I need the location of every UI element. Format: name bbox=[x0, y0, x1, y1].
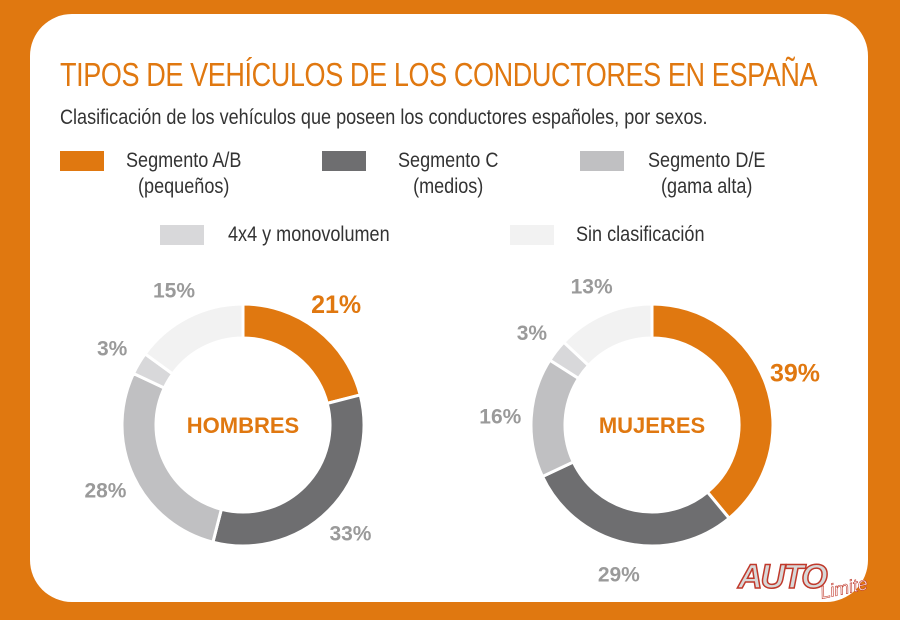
legend-item-4x4: 4x4 y monovolumen bbox=[160, 222, 416, 248]
data-label: 16% bbox=[479, 405, 521, 428]
data-label: 21% bbox=[311, 291, 361, 319]
legend-item-de: Segmento D/E (gama alta) bbox=[580, 148, 785, 200]
data-label: 15% bbox=[153, 280, 195, 303]
donut-segment bbox=[561, 302, 654, 368]
data-label: 33% bbox=[329, 522, 371, 545]
legend-swatch bbox=[322, 151, 366, 171]
legend-swatch bbox=[510, 225, 554, 245]
data-label: 39% bbox=[770, 360, 820, 388]
subtitle: Clasificación de los vehículos que posee… bbox=[60, 106, 708, 129]
legend-label: Segmento D/E (gama alta) bbox=[648, 149, 766, 198]
data-label: 3% bbox=[97, 338, 128, 361]
data-label: 13% bbox=[571, 276, 613, 299]
legend-label: 4x4 y monovolumen bbox=[228, 223, 390, 246]
legend-label: Sin clasificación bbox=[576, 223, 705, 246]
donut-segment bbox=[540, 460, 732, 548]
data-label: 3% bbox=[517, 322, 548, 345]
legend-item-sin: Sin clasificación bbox=[510, 222, 725, 248]
autolimite-logo: AUTO bbox=[737, 557, 828, 597]
legend-item-c: Segmento C (medios) bbox=[322, 148, 515, 200]
page-title: TIPOS DE VEHÍCULOS DE LOS CONDUCTORES EN… bbox=[60, 56, 818, 93]
legend-swatch bbox=[60, 151, 104, 171]
legend-label: Segmento C (medios) bbox=[398, 149, 499, 198]
donut-segment bbox=[143, 302, 245, 376]
legend-item-ab: Segmento A/B (pequeños) bbox=[60, 148, 260, 200]
donut-segment bbox=[650, 302, 775, 521]
data-label: 29% bbox=[598, 563, 640, 586]
chart-title: MUJERES bbox=[599, 413, 705, 438]
chart-title: HOMBRES bbox=[187, 413, 299, 438]
data-label: 28% bbox=[84, 480, 126, 503]
legend-swatch bbox=[160, 225, 204, 245]
legend-swatch bbox=[580, 151, 624, 171]
legend-label: Segmento A/B (pequeños) bbox=[126, 149, 242, 198]
donut-segment bbox=[120, 371, 224, 545]
donut-segment bbox=[529, 358, 581, 479]
